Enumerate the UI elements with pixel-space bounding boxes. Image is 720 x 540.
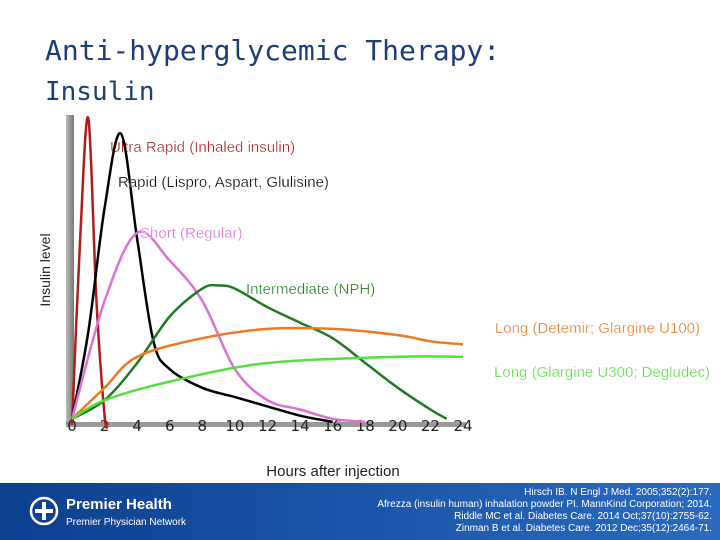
curve-label: Long (Glargine U300; Degludec) <box>494 364 710 381</box>
x-tick-label: 0 <box>67 417 77 435</box>
x-tick-label: 20 <box>388 417 407 435</box>
x-axis-label: Hours after injection <box>266 463 399 480</box>
logo-cross <box>35 502 53 520</box>
x-tick-label: 6 <box>165 417 175 435</box>
citation: Riddle MC et al. Diabetes Care. 2014 Oct… <box>454 511 712 522</box>
logo: Premier Health Premier Physician Network <box>29 496 187 528</box>
curve-label: Long (Detemir; Glargine U100) <box>495 320 700 337</box>
citations: Hirsch IB. N Engl J Med. 2005;352(2):177… <box>377 487 712 534</box>
x-tick-label: 12 <box>258 417 277 435</box>
x-tick-label: 24 <box>453 417 472 435</box>
curve-label: Intermediate (NPH) <box>246 281 375 298</box>
curve <box>71 283 448 420</box>
citation: Afrezza (insulin human) inhalation powde… <box>377 499 712 510</box>
logo-subtitle: Premier Physician Network <box>66 517 187 528</box>
x-tick-label: 10 <box>225 417 244 435</box>
slide-subtitle: Insulin <box>45 77 155 107</box>
curve <box>71 326 464 420</box>
x-tick-label: 8 <box>198 417 208 435</box>
curve <box>71 355 464 420</box>
x-tick-label: 4 <box>132 417 142 435</box>
curve-label: Ultra Rapid (Inhaled insulin) <box>110 139 295 156</box>
y-axis <box>66 115 74 427</box>
curve <box>70 132 333 424</box>
logo-icon <box>29 496 59 526</box>
citation: Hirsch IB. N Engl J Med. 2005;352(2):177… <box>524 487 712 498</box>
slide-title: Anti-hyperglycemic Therapy: <box>45 34 500 67</box>
x-axis <box>66 422 466 427</box>
logo-name: Premier Health <box>66 496 172 513</box>
y-axis-label: Insulin level <box>37 233 53 306</box>
x-tick-label: 22 <box>421 417 440 435</box>
citation: Zinman B et al. Diabetes Care. 2012 Dec;… <box>456 523 712 534</box>
x-tick-label: 18 <box>356 417 375 435</box>
x-tick-label: 2 <box>100 417 110 435</box>
curve-label: Rapid (Lispro, Aspart, Glulisine) <box>118 174 329 191</box>
curve-label: Short (Regular) <box>140 225 243 242</box>
curve <box>70 230 366 424</box>
curve <box>70 116 110 429</box>
x-tick-label: 14 <box>291 417 310 435</box>
footer-band <box>0 483 720 540</box>
